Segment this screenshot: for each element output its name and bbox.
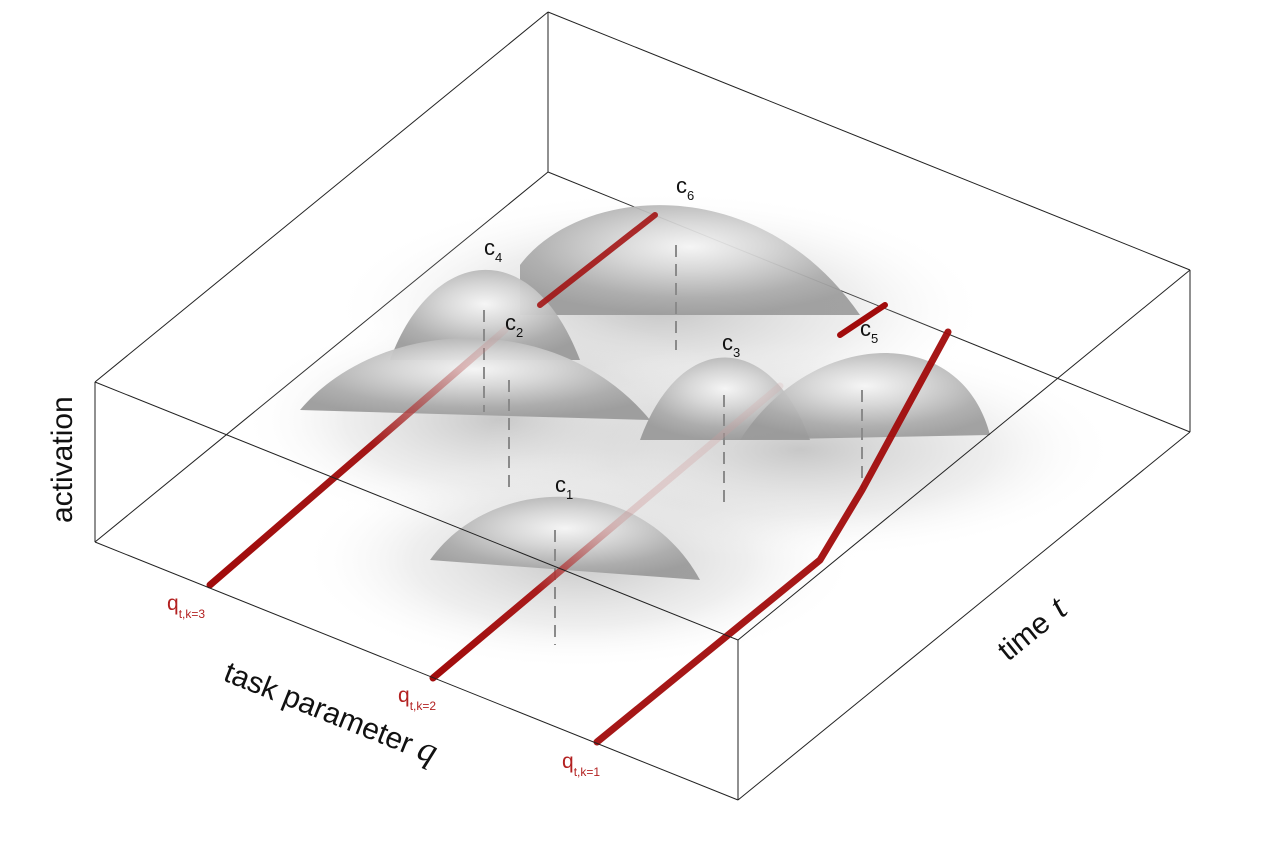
peak-label-c5: c5	[860, 316, 878, 346]
peak-label-c2: c2	[505, 310, 523, 340]
time-axis-title: timet	[988, 587, 1075, 668]
trajectory-k3	[206, 326, 509, 589]
peak-surface-c6	[520, 205, 860, 315]
trajectory-k2	[429, 382, 784, 682]
peak-center-lines	[483, 245, 863, 645]
peak-surface-c2	[300, 338, 650, 420]
peak-label-c1: c1	[555, 472, 573, 502]
q-label-k1: qt,k=1	[562, 750, 600, 779]
trajectory-k2-back	[837, 302, 888, 338]
trajectory-labels: qt,k=3 qt,k=2 qt,k=1	[167, 592, 600, 779]
box-front-edges	[94, 269, 1191, 801]
peak-label-c3: c3	[722, 330, 740, 360]
trajectories	[206, 212, 952, 746]
q-label-k3: qt,k=3	[167, 592, 205, 621]
activation-axis-title: activation	[46, 396, 79, 523]
trajectory-k3-back	[537, 212, 658, 308]
peak-surface-c1	[430, 496, 700, 580]
q-label-k2: qt,k=2	[398, 684, 436, 713]
peak-label-c4: c4	[484, 235, 502, 265]
peak-labels: c6 c4 c2 c3 c5 c1	[484, 173, 878, 502]
peak-label-c6: c6	[676, 173, 694, 203]
trajectory-k1	[593, 328, 952, 746]
